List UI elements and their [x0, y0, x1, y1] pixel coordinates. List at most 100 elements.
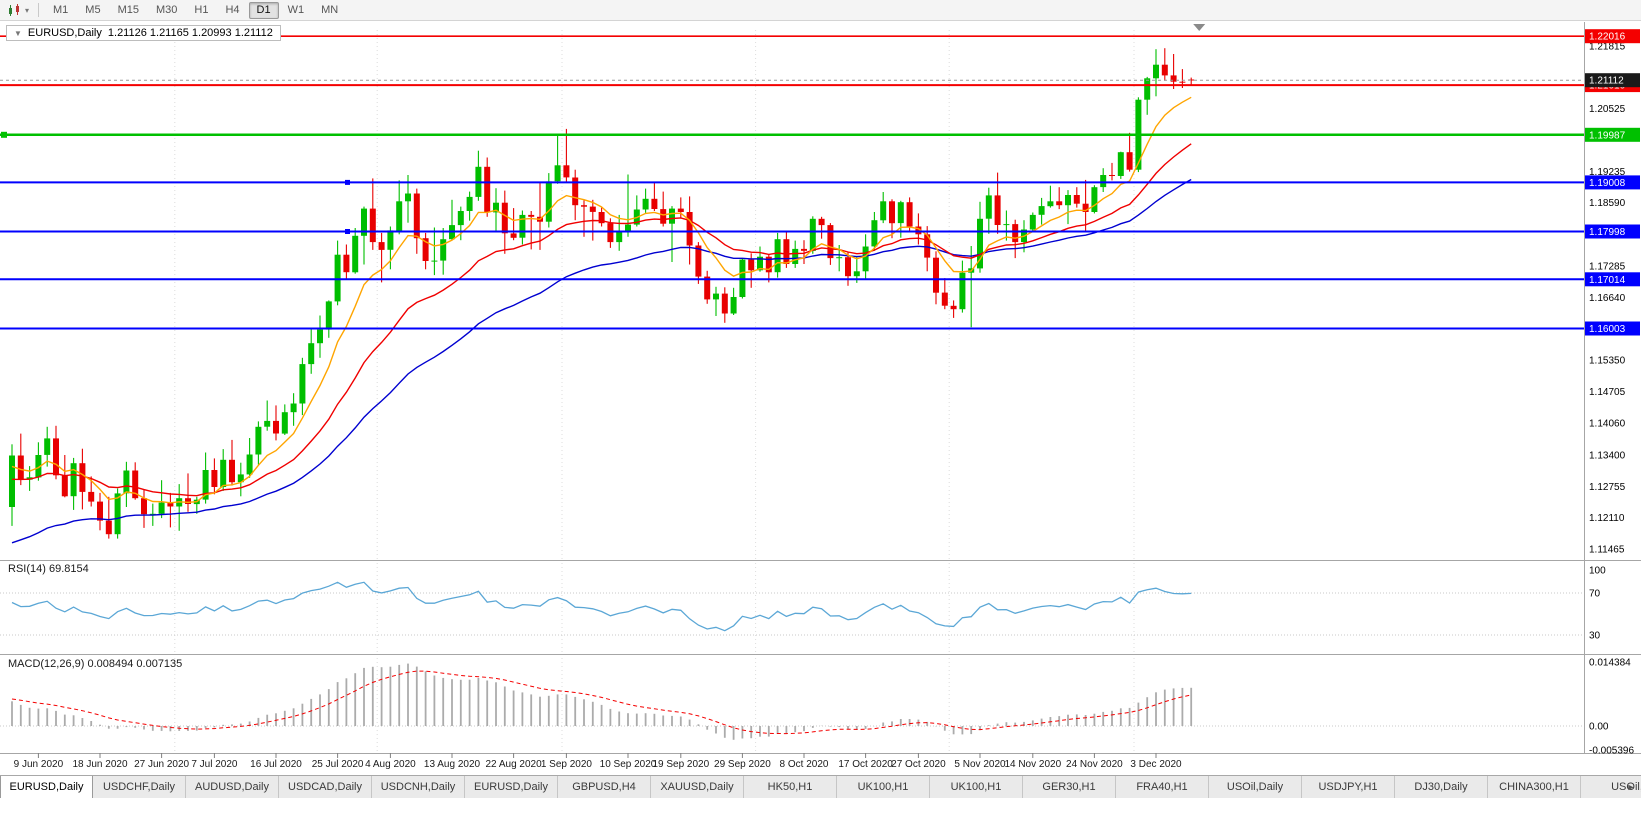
- level-price-box[interactable]: [1585, 224, 1640, 239]
- candle-body: [1003, 224, 1010, 226]
- timeframe-button-h4[interactable]: H4: [225, 3, 240, 16]
- level-price-box[interactable]: [1585, 29, 1640, 44]
- level-price-box[interactable]: [1585, 321, 1640, 336]
- chart-tab-usoil-daily-13[interactable]: USOil,Daily: [1209, 776, 1302, 798]
- candle-body: [669, 208, 675, 224]
- candle-body: [1029, 214, 1036, 230]
- macd-axis-label: 0.014384: [1589, 658, 1631, 669]
- candle-body: [70, 463, 77, 497]
- chart-tab-uk100-h1-9[interactable]: UK100,H1: [837, 776, 930, 798]
- chart-shift-marker[interactable]: [1193, 24, 1206, 31]
- candle-body: [1038, 206, 1045, 215]
- timeframe-button-w1[interactable]: W1: [287, 3, 305, 16]
- timeframe-button-mn[interactable]: MN: [321, 3, 339, 16]
- slow-ma-line: [11, 178, 1192, 544]
- chart-window-tab-bar: EURUSD,Daily USDCHF,Daily AUDUSD,Daily USDC…: [0, 775, 1641, 798]
- toolbar-separator: [38, 3, 40, 17]
- candle-body: [862, 246, 869, 272]
- candle-body: [660, 209, 667, 224]
- price-tick-label: 1.16640: [1589, 293, 1626, 304]
- timeframe-button-m30[interactable]: M30: [155, 3, 178, 16]
- timeframe-button-d1[interactable]: D1: [248, 1, 279, 19]
- candle-body: [994, 195, 1001, 225]
- tab-scroll-right-button[interactable]: ►: [1626, 781, 1636, 792]
- candle-body: [501, 202, 508, 234]
- candle-body: [906, 202, 913, 227]
- candle-body: [748, 259, 755, 271]
- chart-tab-hk50-h1-8[interactable]: HK50,H1: [744, 776, 837, 798]
- candle-body: [440, 239, 447, 261]
- candle-body: [827, 225, 834, 259]
- chart-tab-eurusd-daily-0[interactable]: EURUSD,Daily: [0, 776, 93, 798]
- chart-title-overlay: ▼ EURUSD,Daily 1.21126 1.21165 1.20993 1…: [6, 25, 281, 41]
- current-price-box[interactable]: [1585, 73, 1640, 88]
- candle-body: [1100, 175, 1107, 188]
- time-tick-label: 3 Dec 2020: [1130, 759, 1182, 770]
- timeframe-button-m15[interactable]: M15: [117, 3, 139, 16]
- chart-tab-usdcad-daily-3[interactable]: USDCAD,Daily: [279, 776, 372, 798]
- candle-body: [264, 420, 271, 427]
- candles: [9, 48, 1195, 539]
- chart-tab-audusd-daily-2[interactable]: AUDUSD,Daily: [186, 776, 279, 798]
- candle-body: [53, 438, 59, 476]
- candle-body: [299, 364, 306, 404]
- level-price-box[interactable]: [1585, 175, 1640, 190]
- chart-tab-gbpusd-h4-6[interactable]: GBPUSD,H4: [558, 776, 651, 798]
- candle-body: [801, 248, 807, 251]
- candle-body: [378, 242, 385, 250]
- time-tick-label: 4 Aug 2020: [365, 759, 416, 770]
- chart-type-button[interactable]: ▾: [4, 3, 32, 18]
- candle-body: [933, 257, 939, 293]
- level-price-box[interactable]: [1585, 272, 1640, 287]
- candle-body: [308, 343, 315, 365]
- chart-tab-eurusd-daily-5[interactable]: EURUSD,Daily: [465, 776, 558, 798]
- rsi-line: [11, 581, 1192, 632]
- price-tick-label: 1.12110: [1589, 513, 1625, 524]
- candle-body: [853, 271, 860, 277]
- chart-tab-usdchf-daily-1[interactable]: USDCHF,Daily: [93, 776, 186, 798]
- candle-body: [554, 165, 561, 182]
- chart-tab-usdcnh-daily-4[interactable]: USDCNH,Daily: [372, 776, 465, 798]
- candle-body: [1073, 195, 1080, 204]
- symbol-dropdown-icon[interactable]: ▼: [14, 28, 22, 38]
- time-tick-label: 16 Jul 2020: [250, 759, 302, 770]
- bottom-strip: [0, 798, 1641, 831]
- candle-body: [1047, 201, 1054, 207]
- rsi-axis-label: 30: [1589, 631, 1601, 642]
- chart-tab-china300-h1-16[interactable]: CHINA300,H1: [1488, 776, 1581, 798]
- candle-body: [114, 493, 121, 535]
- candle-body: [9, 455, 15, 507]
- candle-body: [1065, 195, 1071, 206]
- chart-tab-usdjpy-h1-14[interactable]: USDJPY,H1: [1302, 776, 1395, 798]
- timeframe-button-m5[interactable]: M5: [85, 3, 101, 16]
- candle-body: [273, 420, 279, 434]
- candle-body: [1082, 203, 1089, 212]
- timeframe-button-h1[interactable]: H1: [194, 3, 209, 16]
- candle-body: [185, 498, 191, 504]
- chart-tab-fra40-h1-12[interactable]: FRA40,H1: [1116, 776, 1209, 798]
- chart-tab-uk100-h1-10[interactable]: UK100,H1: [930, 776, 1023, 798]
- timeframe-button-m1[interactable]: M1: [53, 3, 69, 16]
- candle-body: [1188, 79, 1195, 81]
- current-price-label: 1.21112: [1589, 76, 1624, 87]
- time-tick-label: 18 Jun 2020: [72, 759, 127, 770]
- price-tick-label: 1.18590: [1589, 198, 1626, 209]
- chart-tab-usoil--17[interactable]: USOil,: [1581, 776, 1641, 798]
- candle-body: [1109, 175, 1115, 176]
- time-tick-label: 29 Sep 2020: [714, 759, 771, 770]
- level-price-box[interactable]: [1585, 127, 1640, 142]
- candle-body: [281, 412, 288, 434]
- candle-body: [792, 248, 799, 264]
- candle-body: [581, 205, 587, 207]
- candle-body: [422, 238, 429, 261]
- chart-tab-dj30-daily-15[interactable]: DJ30,Daily: [1395, 776, 1488, 798]
- candle-body: [677, 208, 684, 212]
- chart-tab-xauusd-daily-7[interactable]: XAUUSD,Daily: [651, 776, 744, 798]
- candle-body: [35, 455, 42, 478]
- price-tick-label: 1.11465: [1589, 545, 1625, 556]
- candle-body: [158, 502, 165, 514]
- chart-tab-ger30-h1-11[interactable]: GER30,H1: [1023, 776, 1116, 798]
- price-tick-label: 1.20525: [1589, 104, 1626, 115]
- time-tick-label: 1 Sep 2020: [541, 759, 593, 770]
